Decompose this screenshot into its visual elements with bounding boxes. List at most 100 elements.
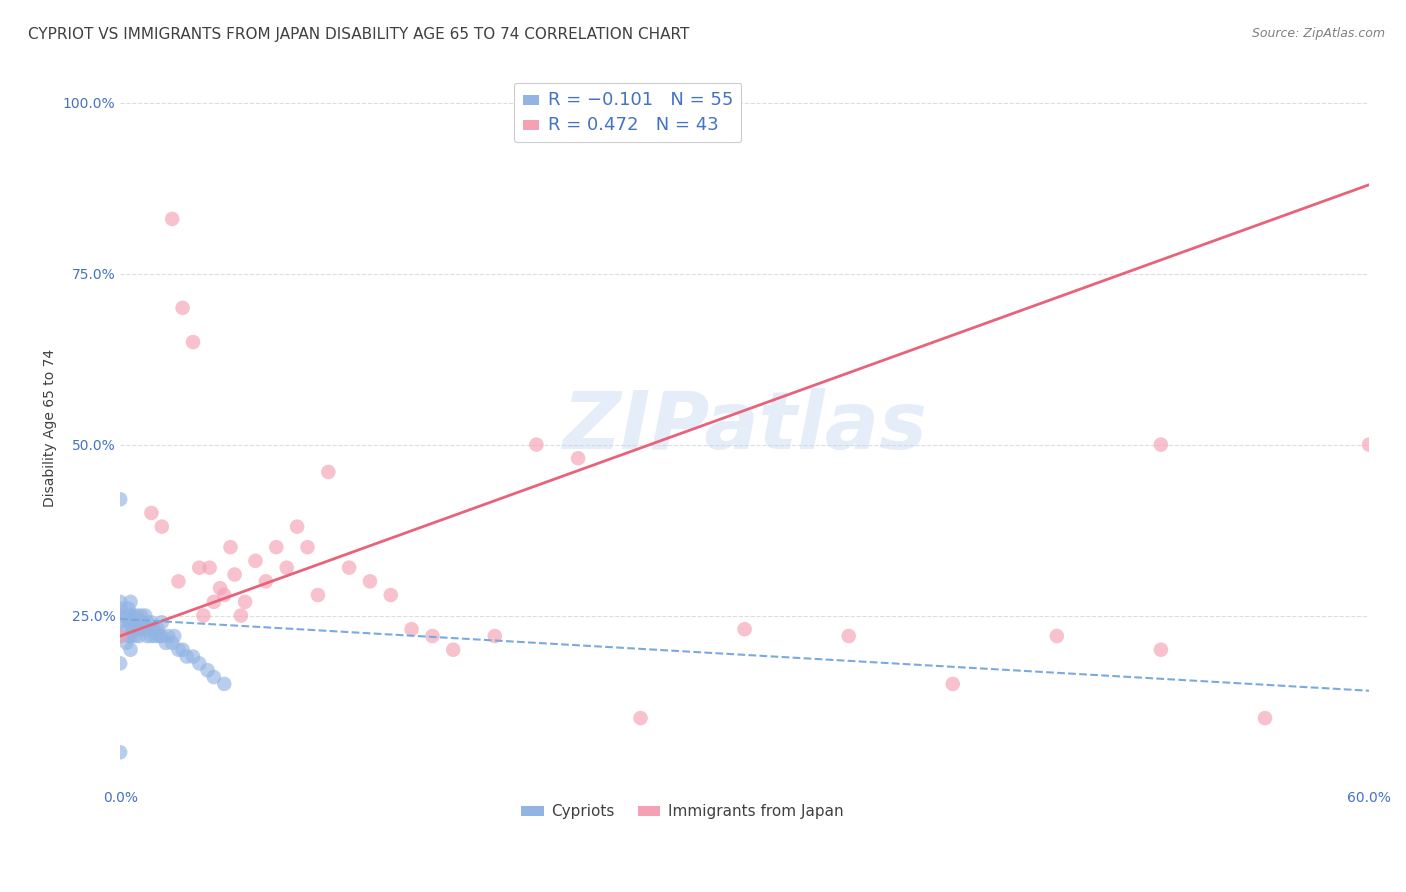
Point [1150,437,1173,451]
Point [117,615,139,630]
Point [120,595,142,609]
Point [138,622,160,636]
Point [125,622,148,636]
Point [172,642,194,657]
Point [108,745,131,759]
Point [129,608,152,623]
Text: Source: ZipAtlas.com: Source: ZipAtlas.com [1251,27,1385,40]
Point [197,663,219,677]
Point [150,615,173,630]
Point [108,629,131,643]
Point [160,636,183,650]
Point [115,608,138,623]
Point [276,560,298,574]
Point [176,649,198,664]
Point [337,560,360,574]
Point [318,465,340,479]
Point [117,629,139,643]
Point [136,629,159,643]
Point [145,629,167,643]
Point [141,629,163,643]
Point [264,540,287,554]
Point [121,622,143,636]
Point [422,629,444,643]
Point [134,608,156,623]
Point [150,629,173,643]
Point [128,629,150,643]
Point [150,519,173,533]
Point [124,629,146,643]
Legend: Cypriots, Immigrants from Japan: Cypriots, Immigrants from Japan [515,798,849,825]
Point [630,711,652,725]
Point [1150,642,1173,657]
Point [155,636,177,650]
Point [108,492,131,507]
Point [838,629,860,643]
Point [380,588,402,602]
Point [120,642,142,657]
Point [441,642,464,657]
Point [115,636,138,650]
Point [181,649,204,664]
Point [125,608,148,623]
Point [484,629,506,643]
Text: CYPRIOT VS IMMIGRANTS FROM JAPAN DISABILITY AGE 65 TO 74 CORRELATION CHART: CYPRIOT VS IMMIGRANTS FROM JAPAN DISABIL… [28,27,689,42]
Point [942,677,965,691]
Point [212,677,235,691]
Point [202,670,225,684]
Point [188,657,211,671]
Point [307,588,329,602]
Point [254,574,277,589]
Point [188,560,211,574]
Point [1358,437,1381,451]
Point [129,622,152,636]
Point [401,622,423,636]
Point [142,622,165,636]
Point [115,622,138,636]
Point [136,615,159,630]
Point [193,608,215,623]
Point [245,554,267,568]
Point [202,595,225,609]
Point [160,211,183,226]
Point [129,615,152,630]
Point [121,608,143,623]
Text: ZIPatlas: ZIPatlas [562,389,927,467]
Point [157,629,180,643]
Point [120,615,142,630]
Point [149,629,172,643]
Point [1254,711,1277,725]
Point [209,581,232,595]
Point [108,657,131,671]
Point [163,629,186,643]
Point [120,629,142,643]
Point [359,574,381,589]
Point [117,601,139,615]
Point [212,588,235,602]
Point [146,622,169,636]
Point [128,615,150,630]
Point [181,334,204,349]
Point [141,506,163,520]
Point [172,301,194,315]
Y-axis label: Disability Age 65 to 74: Disability Age 65 to 74 [44,349,58,507]
Point [141,615,163,630]
Point [167,642,190,657]
Point [233,595,256,609]
Point [108,615,131,630]
Point [134,622,156,636]
Point [297,540,319,554]
Point [124,615,146,630]
Point [1046,629,1069,643]
Point [120,608,142,623]
Point [526,437,548,451]
Point [108,629,131,643]
Point [285,519,308,533]
Point [734,622,756,636]
Point [567,451,589,466]
Point [224,567,246,582]
Point [108,608,131,623]
Point [167,574,190,589]
Point [229,608,252,623]
Point [108,601,131,615]
